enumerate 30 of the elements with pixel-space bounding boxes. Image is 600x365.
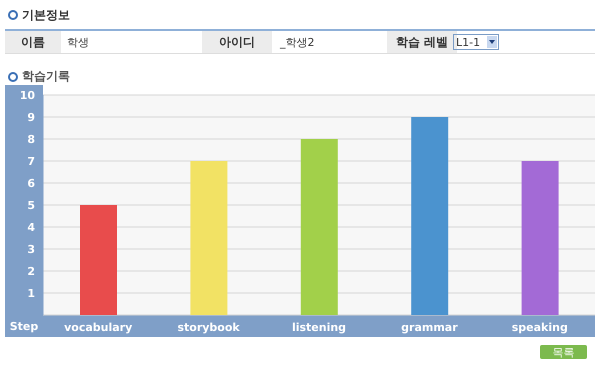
y-tick-label: 6 xyxy=(27,176,36,190)
text: 이름 xyxy=(5,31,61,53)
text: 기본정보 xyxy=(22,7,70,24)
bar xyxy=(522,161,559,315)
y-tick-label: 2 xyxy=(27,264,35,278)
text: 학생 xyxy=(67,34,89,50)
x-tick-label: grammar xyxy=(401,320,458,334)
y-tick-label: 9 xyxy=(27,110,35,124)
x-tick-label: speaking xyxy=(512,320,568,334)
x-tick-label: listening xyxy=(292,320,346,334)
chart-title: 학습기록 xyxy=(22,68,70,85)
y-tick-label: 1 xyxy=(27,286,35,300)
x-tick-label: storybook xyxy=(177,320,240,334)
bar xyxy=(300,139,338,315)
x-tick-label: vocabulary xyxy=(64,320,132,334)
text: 아이디 xyxy=(202,31,272,53)
text: L1-1 xyxy=(456,36,480,48)
bar xyxy=(80,205,117,315)
y-tick-label: 4 xyxy=(27,220,36,234)
list-button: 목록 xyxy=(540,345,587,359)
y-tick-label: 5 xyxy=(27,198,35,212)
y-tick-label: 7 xyxy=(27,154,35,168)
bar xyxy=(411,117,448,315)
bar xyxy=(190,161,228,315)
y-tick-label: 8 xyxy=(27,132,35,146)
x-axis-title: Step xyxy=(8,318,40,334)
y-tick-label: 10 xyxy=(20,88,36,102)
y-tick-label: 3 xyxy=(27,242,35,256)
text: _학생2 xyxy=(280,34,314,51)
text: 학습 레벨 xyxy=(387,31,457,53)
